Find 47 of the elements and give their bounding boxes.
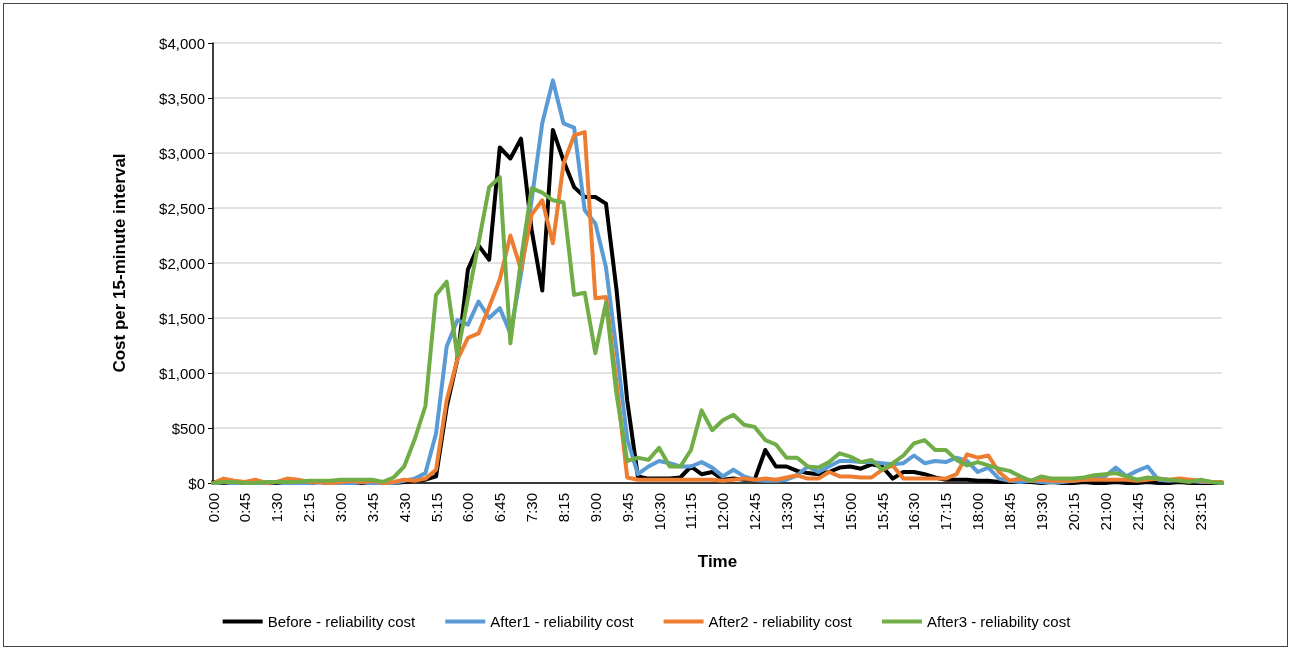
y-tick-label: $2,000 (159, 254, 205, 272)
y-tick-label: $1,000 (159, 364, 205, 382)
x-tick-label: 0:00 (204, 493, 222, 523)
legend-label: After2 - reliability cost (708, 613, 853, 630)
x-tick-label: 14:15 (809, 493, 827, 531)
x-tick-label: 0:45 (236, 493, 254, 523)
x-tick-label: 2:15 (300, 493, 318, 523)
x-tick-label: 18:00 (969, 493, 987, 531)
y-axis-title: Cost per 15-minute interval (110, 153, 129, 373)
x-tick-label: 6:45 (491, 493, 509, 523)
x-tick-label: 9:00 (586, 493, 604, 523)
y-tick-label: $4,000 (159, 34, 205, 52)
x-tick-label: 3:00 (331, 493, 349, 523)
x-tick-label: 13:30 (778, 493, 796, 531)
x-tick-label: 8:15 (554, 493, 572, 523)
x-tick-label: 7:30 (523, 493, 541, 523)
x-tick-label: 21:00 (1096, 493, 1114, 531)
x-tick-label: 10:30 (650, 493, 668, 531)
x-tick-label: 12:45 (746, 493, 764, 531)
y-tick-label: $3,500 (159, 89, 205, 107)
y-tick-label: $1,500 (159, 309, 205, 327)
x-tick-label: 18:45 (1001, 493, 1019, 531)
x-tick-label: 3:45 (363, 493, 381, 523)
x-axis-title: Time (697, 552, 738, 571)
legend-label: After3 - reliability cost (926, 613, 1072, 630)
x-tick-label: 5:15 (427, 493, 445, 523)
x-tick-label: 23:15 (1192, 493, 1210, 531)
x-tick-label: 12:00 (714, 493, 732, 531)
x-tick-label: 6:00 (459, 493, 477, 523)
x-tick-label: 17:15 (937, 493, 955, 531)
x-tick-label: 1:30 (268, 493, 286, 523)
x-tick-label: 15:00 (841, 493, 859, 531)
y-tick-label: $500 (171, 419, 205, 437)
y-tick-label: $2,500 (159, 199, 205, 217)
x-tick-label: 16:30 (905, 493, 923, 531)
x-tick-label: 15:45 (873, 493, 891, 531)
x-tick-label: 20:15 (1064, 493, 1082, 531)
x-tick-label: 11:15 (682, 493, 700, 530)
legend-label: After1 - reliability cost (490, 613, 635, 630)
x-tick-label: 9:45 (618, 493, 636, 523)
x-tick-label: 21:45 (1128, 493, 1146, 531)
x-tick-label: 19:30 (1032, 493, 1050, 531)
x-tick-label: 22:30 (1160, 493, 1178, 531)
legend-label: Before - reliability cost (267, 613, 417, 630)
x-tick-label: 4:30 (395, 493, 413, 523)
y-tick-label: $3,000 (159, 144, 205, 162)
y-tick-label: $0 (188, 474, 205, 492)
